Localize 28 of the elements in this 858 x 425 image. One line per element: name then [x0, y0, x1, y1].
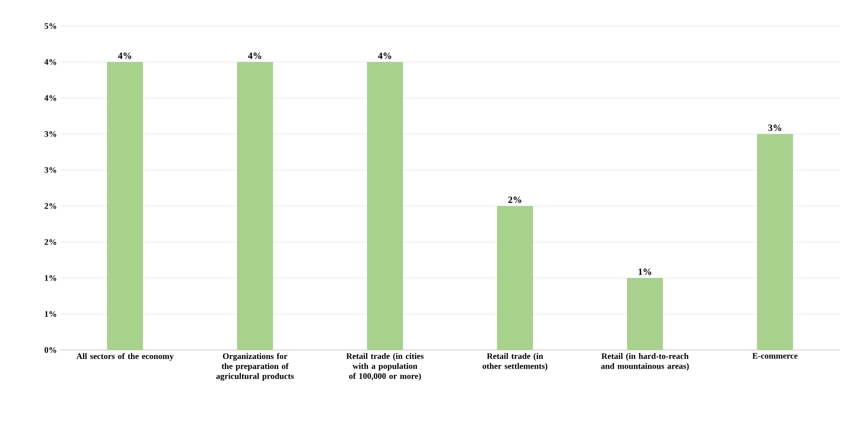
data-label: 4%	[378, 52, 392, 59]
x-tick-label: E-commerce	[752, 353, 798, 359]
data-label: 2%	[508, 196, 522, 203]
x-tick-label: Organizations for the preparation of agricultural products	[216, 353, 294, 381]
y-tick-label: 1%	[44, 311, 56, 317]
bar	[757, 134, 794, 350]
bar	[237, 62, 274, 350]
bar	[497, 206, 534, 350]
y-tick-label: 5%	[44, 23, 56, 29]
data-label: 4%	[248, 52, 262, 59]
y-tick-label: 4%	[44, 59, 56, 65]
bar	[107, 62, 144, 350]
y-tick-label: 4%	[44, 95, 56, 101]
y-tick-label: 1%	[44, 275, 56, 281]
y-tick-label: 3%	[44, 167, 56, 173]
data-label: 3%	[768, 124, 782, 131]
x-tick-label: Retail trade (in cities with a population of 100,000 or more)	[346, 353, 424, 381]
bar	[367, 62, 404, 350]
y-tick-label: 2%	[44, 239, 56, 245]
x-tick-label: All sectors of the economy	[76, 353, 174, 361]
x-tick-label: Retail trade (in other settlements)	[482, 353, 548, 371]
x-tick-label: Retail (in hard-to-reach and mountainous areas)	[601, 353, 689, 371]
y-tick-label: 2%	[44, 203, 56, 209]
data-label: 4%	[118, 52, 132, 59]
data-label: 1%	[638, 268, 652, 275]
y-tick-label: 0%	[44, 347, 56, 353]
y-tick-label: 3%	[44, 131, 56, 137]
bar	[627, 278, 664, 350]
